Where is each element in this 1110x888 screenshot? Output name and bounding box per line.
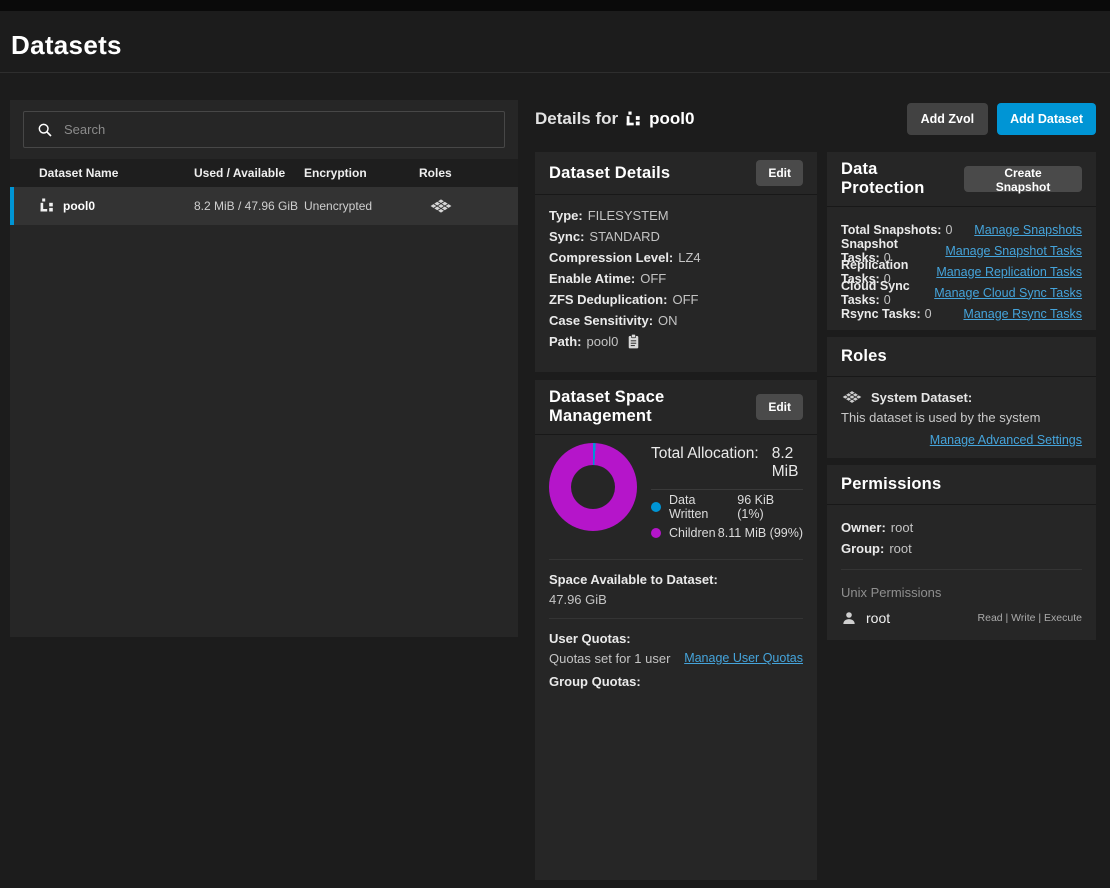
title-divider <box>0 72 1110 73</box>
dataset-tree-icon <box>625 111 642 128</box>
dp-label: Rsync Tasks: <box>841 306 921 321</box>
system-dataset-description: This dataset is used by the system <box>841 410 1041 425</box>
legend-item: Children 8.11 MiB (99%) <box>651 520 803 546</box>
add-zvol-button[interactable]: Add Zvol <box>906 103 989 135</box>
copy-path-icon[interactable] <box>627 334 640 349</box>
system-dataset-icon <box>841 389 863 405</box>
table-row-pool0[interactable]: pool0 8.2 MiB / 47.96 GiB Unencrypted <box>10 187 518 225</box>
permission-rights: Read | Write | Execute <box>977 612 1082 624</box>
dp-count: 0 <box>883 292 891 307</box>
field-label: ZFS Deduplication: <box>549 292 668 307</box>
space-management-card: Dataset Space Management Edit Total Allo… <box>535 380 817 880</box>
legend-label: Children <box>669 526 716 540</box>
group-label: Group: <box>841 541 885 556</box>
total-allocation-label: Total Allocation: <box>651 445 759 462</box>
total-allocation-value: 8.2 MiB <box>771 445 799 480</box>
col-used-available: Used / Available <box>194 166 286 180</box>
field-label: Sync: <box>549 229 585 244</box>
field-label: Case Sensitivity: <box>549 313 654 328</box>
manage-advanced-settings-link[interactable]: Manage Advanced Settings <box>929 433 1082 447</box>
data-protection-title: Data Protection <box>841 160 925 197</box>
field-value: OFF <box>672 292 699 307</box>
dp-count: 0 <box>883 250 891 265</box>
group-value: root <box>889 541 912 556</box>
dp-label: Replication Tasks: <box>841 257 909 286</box>
manage-rsync-tasks-link[interactable]: Manage Rsync Tasks <box>963 306 1082 321</box>
top-bar <box>0 0 1110 11</box>
unix-permissions-label: Unix Permissions <box>841 584 942 600</box>
dataset-tree-icon <box>39 198 55 214</box>
row-used-available: 8.2 MiB / 47.96 GiB <box>194 199 299 213</box>
search-input[interactable] <box>64 122 491 137</box>
dp-label: Cloud Sync Tasks: <box>841 278 910 307</box>
field-value: LZ4 <box>678 250 701 265</box>
owner-label: Owner: <box>841 520 886 535</box>
permissions-title: Permissions <box>841 475 942 493</box>
table-header: Dataset Name Used / Available Encryption… <box>10 159 518 187</box>
field-label: Type: <box>549 208 583 223</box>
details-for-label: Details for <box>535 109 619 128</box>
field-label: Enable Atime: <box>549 271 636 286</box>
search-icon <box>37 122 53 138</box>
space-available-value: 47.96 GiB <box>549 591 607 607</box>
manage-snapshot-tasks-link[interactable]: Manage Snapshot Tasks <box>945 243 1082 258</box>
manage-cloud-sync-tasks-link[interactable]: Manage Cloud Sync Tasks <box>934 285 1082 300</box>
create-snapshot-button[interactable]: Create Snapshot <box>964 166 1082 194</box>
dataset-details-card: Dataset Details Edit Type: FILESYSTEM Syn… <box>535 152 817 372</box>
user-quotas-value: Quotas set for 1 user <box>549 650 671 666</box>
legend-dot <box>651 502 661 512</box>
dp-count: 0 <box>883 271 891 286</box>
col-encryption: Encryption <box>304 166 367 180</box>
field-value: STANDARD <box>589 229 660 244</box>
system-dataset-icon <box>419 197 518 215</box>
row-dataset-name: pool0 <box>63 199 95 213</box>
dp-count: 0 <box>945 222 953 237</box>
legend-dot <box>651 528 661 538</box>
legend-item: Data Written 96 KiB (1%) <box>651 493 803 521</box>
owner-value: root <box>890 520 914 535</box>
field-label: Path: <box>549 334 582 349</box>
add-dataset-button[interactable]: Add Dataset <box>997 103 1096 135</box>
space-available-label: Space Available to Dataset: <box>549 571 718 587</box>
permission-user: root <box>866 610 891 626</box>
dp-label: Snapshot Tasks: <box>841 236 898 265</box>
col-dataset-name: Dataset Name <box>39 166 119 180</box>
field-value: pool0 <box>586 334 619 349</box>
field-label: Compression Level: <box>549 250 674 265</box>
dp-count: 0 <box>924 306 932 321</box>
manage-replication-tasks-link[interactable]: Manage Replication Tasks <box>936 264 1082 279</box>
field-value: ON <box>658 313 678 328</box>
dataset-details-edit-button[interactable]: Edit <box>756 160 803 186</box>
data-protection-card: Data Protection Create Snapshot Total Sn… <box>827 152 1096 330</box>
details-dataset-name: pool0 <box>649 109 695 128</box>
roles-card: Roles System Dataset: This dataset is us… <box>827 337 1096 458</box>
roles-title: Roles <box>841 347 887 365</box>
user-icon <box>841 610 857 626</box>
allocation-donut <box>549 443 637 531</box>
dataset-tree-panel: Dataset Name Used / Available Encryption… <box>10 100 518 637</box>
field-value: OFF <box>640 271 667 286</box>
row-encryption: Unencrypted <box>304 199 373 213</box>
space-management-edit-button[interactable]: Edit <box>756 394 803 420</box>
field-value: FILESYSTEM <box>587 208 669 223</box>
search-box[interactable] <box>23 111 505 148</box>
legend-value: 96 KiB (1%) <box>737 493 775 521</box>
system-dataset-label: System Dataset: <box>871 389 973 405</box>
dp-label: Total Snapshots: <box>841 222 942 237</box>
permissions-card: Permissions Owner: root Group: root Unix P… <box>827 465 1096 640</box>
space-management-title: Dataset Space Management <box>549 388 665 425</box>
legend-label: Data Written <box>669 493 709 521</box>
user-quotas-label: User Quotas: <box>549 630 631 646</box>
legend-value: 8.11 MiB (99%) <box>717 526 803 540</box>
manage-user-quotas-link[interactable]: Manage User Quotas <box>684 651 803 665</box>
col-roles: Roles <box>419 166 452 180</box>
group-quotas-label: Group Quotas: <box>549 673 641 689</box>
manage-snapshots-link[interactable]: Manage Snapshots <box>974 222 1082 237</box>
page-title: Datasets <box>11 30 122 60</box>
details-header: Details for pool0 Add Zvol Add Dataset <box>535 100 1096 138</box>
dataset-details-title: Dataset Details <box>549 163 671 182</box>
